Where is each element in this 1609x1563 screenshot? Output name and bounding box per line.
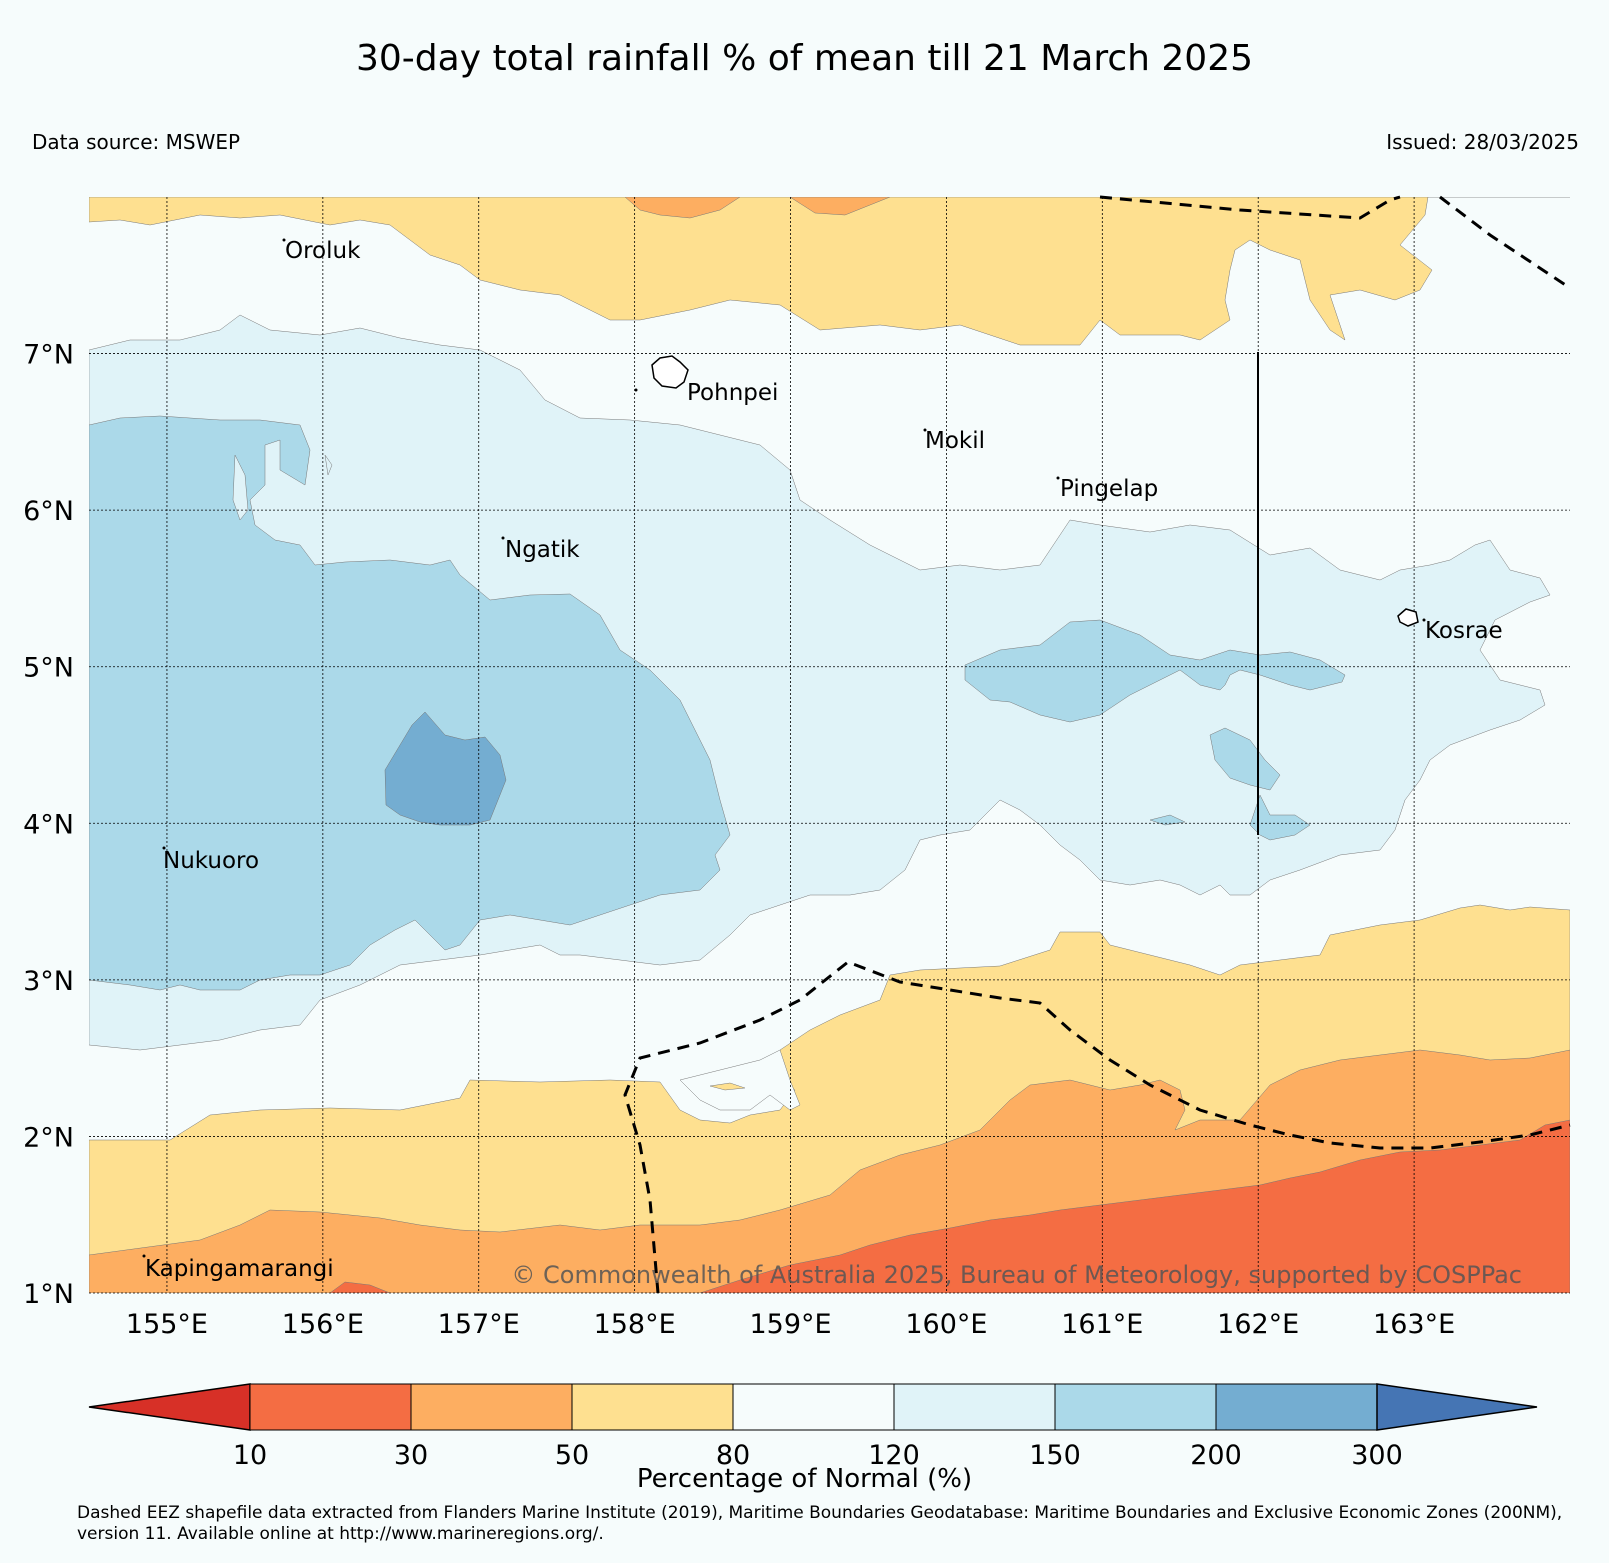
band-30-50-north-a bbox=[624, 197, 741, 219]
lat-tick-label: 3°N bbox=[23, 966, 74, 997]
island-label: Kosrae bbox=[1425, 618, 1503, 644]
island-marker bbox=[1056, 476, 1060, 480]
eez-north bbox=[1099, 195, 1401, 220]
island-marker bbox=[142, 1254, 146, 1258]
eez-south bbox=[623, 960, 1571, 1294]
colorbar-swatch bbox=[1215, 1383, 1378, 1431]
data-source: Data source: MSWEP bbox=[32, 130, 241, 154]
eez-boundaries bbox=[623, 195, 1571, 1294]
band-200-300 bbox=[384, 711, 507, 826]
colorbar-extend-low bbox=[88, 1383, 251, 1431]
lon-tick-label: 158°E bbox=[594, 1309, 676, 1340]
band-150-200-east-b bbox=[1209, 727, 1281, 791]
island-label: Pohnpei bbox=[687, 380, 778, 406]
lat-tick-label: 7°N bbox=[23, 340, 74, 371]
colorbar-tick-label: 300 bbox=[1351, 1440, 1403, 1471]
island-labels: Oroluk Pohnpei Mokil Pingelap Ngatik Kosrae Nu… bbox=[142, 238, 1503, 1282]
colorbar-tick-label: 150 bbox=[1029, 1440, 1081, 1471]
island-marker bbox=[1422, 618, 1426, 622]
eez-northeast bbox=[1439, 195, 1571, 290]
colorbar-swatches bbox=[88, 1383, 1538, 1431]
colorbar-tick-label: 10 bbox=[233, 1440, 267, 1471]
pohnpei-island bbox=[651, 355, 689, 389]
axis-labels: 155°E 156°E 157°E 158°E 159°E 160°E 161°E 162°E… bbox=[23, 340, 1455, 1340]
lon-tick-label: 162°E bbox=[1217, 1309, 1299, 1340]
band-80-120-island bbox=[679, 1049, 801, 1111]
colorbar-tick-label: 30 bbox=[394, 1440, 428, 1471]
band-50-80-sliver bbox=[709, 1082, 746, 1091]
band-10-30-south bbox=[699, 1119, 1570, 1293]
island-marker bbox=[634, 388, 638, 392]
colorbar-tick-label: 50 bbox=[555, 1440, 589, 1471]
lon-tick-label: 160°E bbox=[905, 1309, 987, 1340]
colorbar-tick-label: 120 bbox=[868, 1440, 920, 1471]
island-label: Kapingamarangi bbox=[145, 1256, 334, 1282]
lat-tick-label: 2°N bbox=[23, 1122, 74, 1153]
colorbar-extend-high bbox=[1376, 1383, 1538, 1431]
lat-tick-label: 4°N bbox=[23, 809, 74, 840]
island-label: Oroluk bbox=[285, 238, 361, 264]
lon-tick-label: 161°E bbox=[1061, 1309, 1143, 1340]
band-10-30-sw bbox=[329, 1281, 391, 1293]
colorbar-swatch bbox=[732, 1383, 895, 1431]
island-label: Pingelap bbox=[1060, 476, 1158, 502]
island-marker bbox=[282, 238, 286, 242]
island-label: Ngatik bbox=[505, 537, 580, 563]
island-marker bbox=[501, 536, 505, 540]
colorbar-ticks: 10 30 50 80 120 150 200 300 bbox=[233, 1440, 1403, 1471]
lon-tick-label: 155°E bbox=[126, 1309, 208, 1340]
kosrae-island bbox=[1397, 608, 1419, 627]
lat-tick-label: 1°N bbox=[23, 1279, 74, 1310]
copyright-text: © Commonwealth of Australia 2025, Bureau… bbox=[511, 1261, 1522, 1289]
colorbar-swatch bbox=[571, 1383, 734, 1431]
lon-tick-label: 157°E bbox=[438, 1309, 520, 1340]
lon-tick-label: 163°E bbox=[1373, 1309, 1455, 1340]
band-50-80-north bbox=[89, 197, 1570, 346]
band-150-200-west bbox=[89, 415, 731, 991]
band-120-150-inlet-a bbox=[232, 454, 249, 521]
band-150-200-east-c bbox=[1249, 794, 1311, 841]
lon-tick-label: 159°E bbox=[749, 1309, 831, 1340]
footnote: Dashed EEZ shapefile data extracted from… bbox=[77, 1503, 1563, 1544]
band-30-50-north-b bbox=[789, 197, 891, 216]
rainfall-contours bbox=[89, 197, 1570, 1293]
band-150-200-east bbox=[964, 619, 1346, 723]
band-120-150-inlet-b bbox=[324, 454, 333, 476]
colorbar-swatch bbox=[410, 1383, 573, 1431]
lon-tick-label: 156°E bbox=[282, 1309, 364, 1340]
lat-tick-label: 6°N bbox=[23, 496, 74, 527]
issued-date: Issued: 28/03/2025 bbox=[1386, 130, 1579, 154]
colorbar-tick-label: 200 bbox=[1190, 1440, 1242, 1471]
colorbar-tick-label: 80 bbox=[716, 1440, 750, 1471]
lat-tick-label: 5°N bbox=[23, 653, 74, 684]
colorbar-title: Percentage of Normal (%) bbox=[636, 1464, 973, 1494]
map-title: 30-day total rainfall % of mean till 21 … bbox=[355, 38, 1254, 79]
colorbar-swatch bbox=[893, 1383, 1056, 1431]
island-marker bbox=[923, 428, 927, 432]
colorbar-swatch bbox=[249, 1383, 412, 1431]
band-150-200-east-d bbox=[1149, 814, 1186, 826]
island-marker bbox=[162, 846, 166, 850]
colorbar-swatch bbox=[1054, 1383, 1217, 1431]
island-label: Mokil bbox=[925, 428, 985, 454]
island-label: Nukuoro bbox=[163, 848, 259, 874]
